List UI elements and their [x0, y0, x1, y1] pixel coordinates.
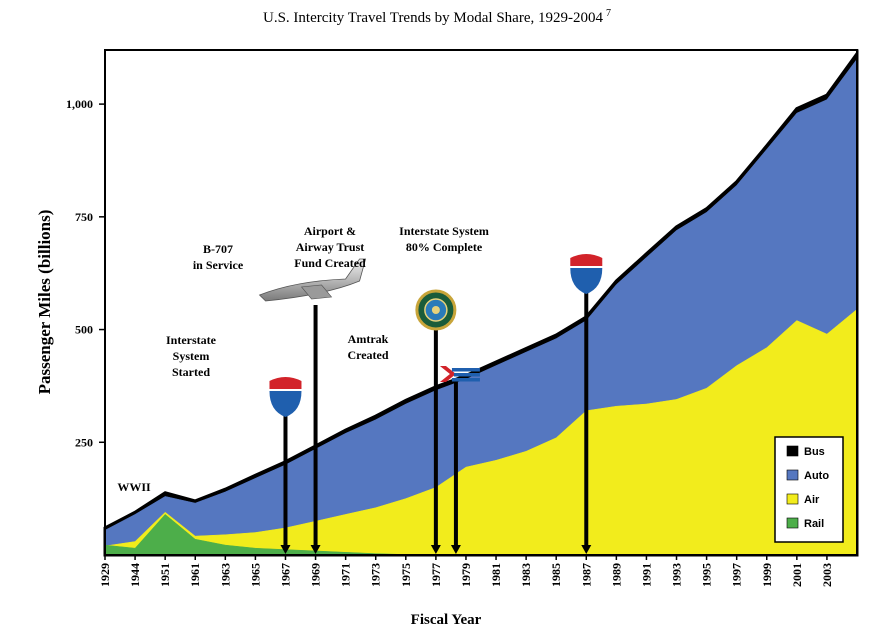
- x-tick-label: 1981: [489, 563, 503, 587]
- x-axis-title: Fiscal Year: [411, 612, 482, 628]
- x-tick-label: 1991: [639, 563, 653, 587]
- y-tick-label: 250: [75, 435, 93, 449]
- event-arrowhead: [581, 545, 592, 554]
- annotation-label: WWII: [117, 480, 151, 494]
- x-tick-label: 1965: [248, 563, 262, 587]
- event-marker: [439, 366, 480, 554]
- event-arrowhead: [310, 545, 321, 554]
- area-air: [104, 308, 858, 556]
- y-tick-label: 750: [75, 210, 93, 224]
- y-axis-title: Passenger Miles (billions): [35, 210, 54, 395]
- x-tick-label: 2003: [820, 563, 834, 587]
- title-footnote: 7: [606, 8, 611, 19]
- legend-label: Air: [804, 494, 820, 506]
- x-tick-label: 1971: [339, 563, 353, 587]
- x-tick-label: 1944: [128, 563, 142, 587]
- annotation-label: Interstate System Started: [166, 333, 217, 379]
- x-tick-label: 1975: [399, 563, 413, 587]
- annotation-label: B-707 in Service: [193, 242, 244, 272]
- x-tick-label: 1979: [459, 563, 473, 587]
- x-tick-label: 1967: [278, 563, 292, 587]
- legend-entry-bus: Bus: [786, 445, 825, 458]
- legend-label: Auto: [804, 470, 829, 482]
- airplane-icon: [258, 258, 367, 302]
- legend-swatch: [786, 517, 799, 529]
- y-tick-label: 500: [75, 323, 93, 337]
- x-tick-label: 2001: [790, 563, 804, 587]
- legend-label: Rail: [804, 518, 824, 530]
- annotation-label: Interstate System 80% Complete: [399, 224, 489, 254]
- legend-label: Bus: [804, 446, 825, 458]
- annotation-label: Airport & Airway Trust Fund Created: [294, 224, 366, 270]
- x-tick-label: 1963: [218, 563, 232, 587]
- event-marker: [269, 377, 302, 554]
- y-tick-label: 1,000: [66, 97, 93, 111]
- faa-seal-icon: [415, 289, 457, 331]
- x-tick-label: 1977: [429, 563, 443, 587]
- legend-box: [774, 436, 844, 543]
- x-tick-label: 1985: [549, 563, 563, 587]
- legend-swatch: [786, 493, 799, 505]
- x-tick-label: 1987: [579, 563, 593, 587]
- x-tick-label: 1969: [309, 563, 323, 587]
- legend: Bus Auto Air Rail: [774, 436, 844, 543]
- legend-swatch: [786, 445, 799, 457]
- plot-frame: [104, 49, 858, 556]
- x-tick-label: 1997: [730, 563, 744, 587]
- amtrak-logo-icon: [439, 366, 480, 382]
- x-tick-label: 1973: [369, 563, 383, 587]
- event-arrowhead: [450, 545, 461, 554]
- y-axis: 250 500 750 1,000: [66, 97, 105, 449]
- interstate-shield-icon: [570, 254, 603, 294]
- event-marker: [415, 289, 457, 554]
- x-tick-label: 1961: [188, 563, 202, 587]
- x-tick-label: 1929: [98, 563, 112, 587]
- annotations-group: WWII Interstate System Started B-707 in Servi…: [117, 224, 489, 494]
- event-markers-group: [258, 254, 603, 554]
- legend-entry-auto: Auto: [786, 469, 829, 482]
- legend-entry-air: Air: [786, 493, 820, 506]
- event-marker: [258, 258, 367, 554]
- x-tick-label: 1995: [700, 563, 714, 587]
- x-axis: 1929 1944 1951 1961 1963 1965 1967 1969 1971 1973…: [98, 555, 834, 587]
- event-marker: [570, 254, 603, 554]
- annotation-label: Amtrak Created: [347, 332, 388, 362]
- x-tick-label: 1951: [158, 563, 172, 587]
- x-tick-label: 1993: [670, 563, 684, 587]
- legend-swatch: [786, 469, 799, 481]
- area-series-group: [103, 48, 859, 557]
- event-arrowhead: [430, 545, 441, 554]
- x-tick-label: 1983: [519, 563, 533, 587]
- chart-title: U.S. Intercity Travel Trends by Modal Sh…: [263, 8, 611, 26]
- x-tick-label: 1999: [760, 563, 774, 587]
- event-arrowhead: [280, 545, 291, 554]
- interstate-shield-icon: [269, 377, 302, 417]
- x-tick-label: 1989: [609, 563, 623, 587]
- legend-entry-rail: Rail: [786, 517, 824, 530]
